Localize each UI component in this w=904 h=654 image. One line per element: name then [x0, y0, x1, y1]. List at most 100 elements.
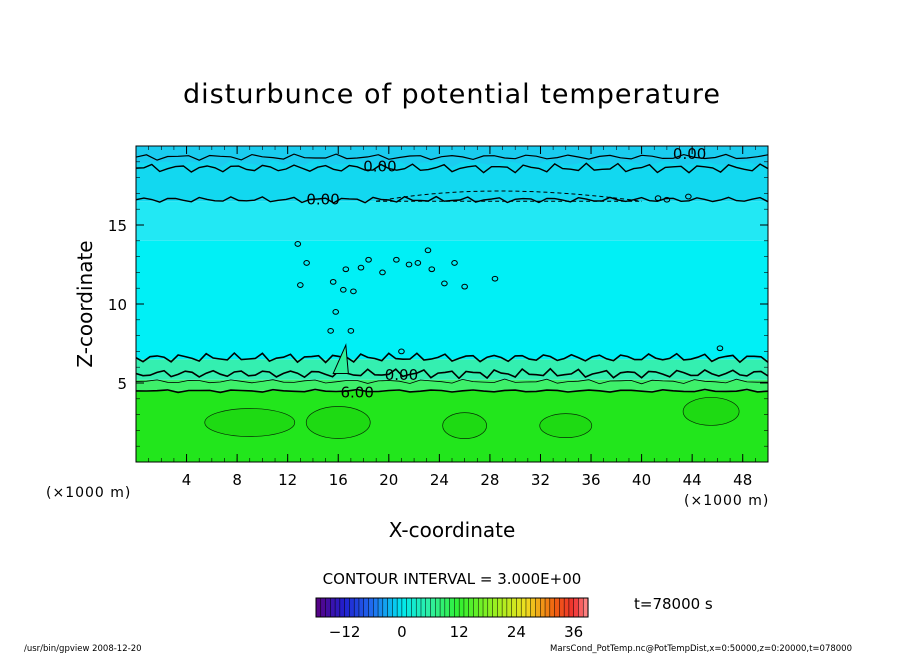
- colorbar-cell: [353, 597, 360, 618]
- colorbar-cell: [454, 597, 460, 618]
- blob-12: [414, 260, 422, 266]
- colorbar-cell: [520, 597, 527, 618]
- colorbar-cell: [568, 597, 575, 618]
- x-tick-label-8: 36: [581, 471, 600, 489]
- colorbar-cell: [430, 597, 436, 618]
- blob-0: [294, 241, 302, 247]
- x-tick-label-6: 28: [480, 471, 499, 489]
- chart-title: disturbunce of potential temperature: [183, 79, 721, 110]
- colorbar-cell: [382, 597, 389, 618]
- colorbar-cell: [358, 597, 365, 618]
- lower-loop-4: [682, 397, 740, 426]
- colorbar-cell: [482, 597, 489, 618]
- colorbar-cell: [320, 597, 327, 618]
- colorbar-cell: [477, 597, 484, 618]
- contour-label-2: 0.00: [673, 145, 706, 163]
- colorbar-cell: [363, 597, 370, 618]
- colorbar-cell: [530, 597, 537, 618]
- colorbar-cell: [396, 597, 403, 618]
- x-unit-label: (×1000 m): [46, 485, 131, 501]
- blob-11: [405, 261, 413, 268]
- colorbar-tick-label-3: 24: [507, 623, 526, 641]
- lower-loop-1: [305, 406, 371, 439]
- colorbar-cell: [497, 597, 503, 618]
- colorbar-cell: [325, 597, 331, 618]
- blob-5: [350, 288, 357, 295]
- x-tick-label-3: 16: [329, 471, 348, 489]
- colorbar-cell: [377, 597, 384, 618]
- blob-26: [654, 195, 662, 202]
- contour-line-thin: [136, 378, 768, 385]
- contour-features: [136, 146, 768, 440]
- blob-23: [685, 193, 692, 200]
- blob-4: [339, 286, 347, 293]
- colorbar-cell: [559, 597, 565, 618]
- contour-line-low-upper: [136, 351, 768, 364]
- colorbar-cell: [563, 597, 570, 618]
- blob-17: [461, 283, 468, 290]
- colorbar-cell: [506, 597, 513, 618]
- colorbar-cell: [458, 597, 465, 618]
- colorbar-cell: [435, 597, 441, 618]
- colorbar-cell: [439, 597, 446, 618]
- y-axis-label: Z-coordinate: [73, 240, 97, 367]
- colorbar-cell: [544, 597, 551, 618]
- colorbar-cell: [425, 597, 432, 618]
- colorbar-cell: [554, 597, 560, 618]
- colorbar-cell: [334, 597, 341, 618]
- blob-3: [329, 278, 337, 285]
- blob-14: [428, 266, 436, 273]
- colorbar-cell: [315, 597, 322, 618]
- colorbar-cell: [444, 597, 451, 618]
- colorbar-cell: [349, 597, 355, 618]
- negative-contour-upper: [376, 190, 642, 202]
- colorbar-cell: [449, 597, 455, 618]
- x-tick-label-7: 32: [531, 471, 550, 489]
- y-unit-label: (×1000 m): [684, 493, 769, 509]
- blob-22: [663, 196, 671, 203]
- blob-1: [297, 282, 304, 288]
- colorbar-cell: [463, 597, 470, 618]
- colorbar-cell: [330, 597, 336, 618]
- x-tick-label-11: 48: [733, 471, 752, 489]
- lower-loop-0: [204, 408, 296, 437]
- colorbar-cell: [487, 597, 494, 618]
- colorbar-cell: [525, 597, 532, 618]
- y-axis-ticks: 5 10 15: [108, 145, 768, 463]
- colorbar-cell: [415, 597, 422, 618]
- blob-20: [327, 327, 334, 334]
- x-tick-label-2: 12: [278, 471, 297, 489]
- layer-2: [136, 359, 768, 380]
- colorbar-cell: [368, 597, 374, 618]
- footer-right: MarsCond_PotTemp.nc@PotTempDist,x=0:5000…: [550, 644, 852, 654]
- colorbar-cell: [549, 597, 556, 618]
- plot-area: [136, 146, 768, 462]
- blob-7: [357, 264, 365, 271]
- colorbar-cell: [492, 597, 498, 618]
- colorbar-cell: [401, 597, 408, 618]
- blob-2: [303, 260, 310, 266]
- footer-left: /usr/bin/gpview 2008-12-20: [24, 644, 142, 654]
- contour-line-low: [136, 367, 768, 380]
- contour-line-mid: [136, 195, 768, 204]
- contour-line-upper: [136, 162, 768, 174]
- contour-interval-text: CONTOUR INTERVAL = 3.000E+00: [323, 570, 582, 588]
- colorbar-cell: [473, 597, 479, 618]
- colorbar-tick-label-4: 36: [564, 623, 583, 641]
- contour-line-top: [136, 153, 768, 161]
- x-tick-label-5: 24: [430, 471, 449, 489]
- plume-spike: [332, 343, 349, 375]
- colorbar-ticks: −12 0 12 24 36: [329, 623, 583, 641]
- blob-8: [365, 256, 372, 263]
- lower-loop-2: [442, 412, 487, 440]
- x-axis-ticks: 4 8 12 16 20 24 28 32 36 40 44 48: [135, 146, 769, 489]
- colorbar-cell: [339, 597, 346, 618]
- x-tick-label-10: 44: [683, 471, 702, 489]
- colorbar-cell: [501, 597, 508, 618]
- colorbar-cell: [420, 597, 427, 618]
- colorbar-cell: [387, 597, 393, 618]
- blob-25: [398, 348, 405, 355]
- blob-24: [716, 345, 724, 352]
- blob-16: [451, 260, 458, 266]
